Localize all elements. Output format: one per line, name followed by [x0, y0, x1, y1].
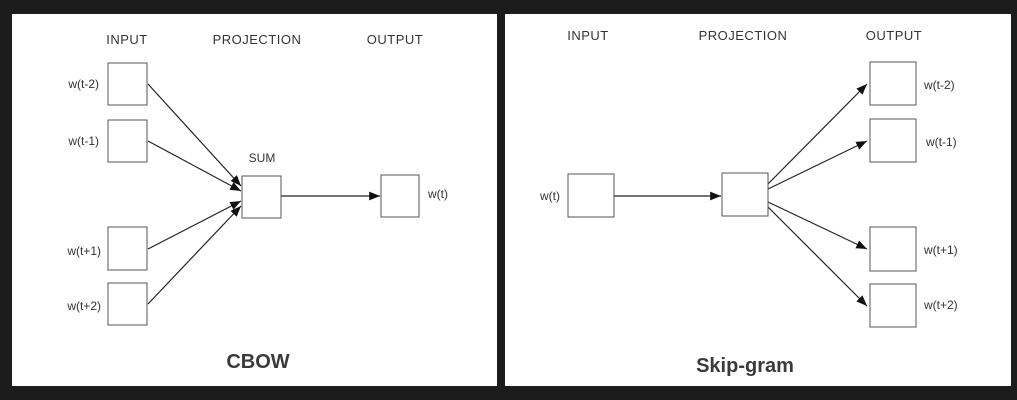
skipgram-diagram: INPUT PROJECTION OUTPUT w(t) w(t-2) w(t-…	[539, 28, 958, 377]
cbow-panel: INPUT PROJECTION OUTPUT w(t-2) w(t-1) w(…	[12, 14, 497, 386]
cbow-header-projection: PROJECTION	[213, 32, 302, 47]
cbow-input-label-3: w(t+1)	[66, 244, 101, 258]
skipgram-edge-output-1	[767, 83, 868, 185]
cbow-diagram: INPUT PROJECTION OUTPUT w(t-2) w(t-1) w(…	[66, 32, 448, 373]
skipgram-edge-output-3	[767, 201, 868, 250]
cbow-input-box-3	[107, 226, 148, 271]
cbow-input-box-1	[107, 62, 148, 106]
cbow-projection-label: SUM	[249, 151, 276, 165]
skipgram-input-box	[567, 173, 615, 218]
cbow-header-output: OUTPUT	[367, 32, 423, 47]
skipgram-title: Skip-gram	[696, 355, 794, 377]
cbow-input-box-4	[107, 282, 148, 326]
skipgram-output-box-1	[869, 61, 917, 106]
cbow-edge-input-2	[147, 140, 242, 192]
cbow-input-box-2	[107, 119, 148, 163]
skipgram-edge-output-4	[767, 206, 868, 307]
skipgram-input-label: w(t)	[539, 189, 560, 203]
skipgram-output-label-1: w(t-2)	[923, 78, 955, 92]
cbow-input-label-4: w(t+2)	[66, 299, 101, 313]
skipgram-output-box-2	[869, 118, 917, 163]
skipgram-output-label-2: w(t-1)	[925, 135, 957, 149]
cbow-title: CBOW	[226, 351, 289, 373]
skipgram-header-input: INPUT	[567, 28, 609, 43]
cbow-edge-input-4	[147, 205, 242, 305]
skipgram-panel: INPUT PROJECTION OUTPUT w(t) w(t-2) w(t-…	[505, 14, 1011, 386]
cbow-output-label: w(t)	[427, 187, 448, 201]
skipgram-header-projection: PROJECTION	[699, 28, 788, 43]
skipgram-output-label-3: w(t+1)	[923, 243, 958, 257]
cbow-header-input: INPUT	[106, 32, 148, 47]
skipgram-projection-box	[721, 172, 769, 217]
cbow-input-label-2: w(t-1)	[67, 134, 99, 148]
skipgram-output-box-4	[869, 283, 917, 328]
cbow-output-box	[380, 174, 420, 218]
skipgram-output-box-3	[869, 226, 917, 272]
cbow-projection-box	[241, 175, 282, 219]
skipgram-output-label-4: w(t+2)	[923, 298, 958, 312]
cbow-edge-input-3	[147, 200, 242, 250]
cbow-input-label-1: w(t-2)	[67, 77, 99, 91]
skipgram-edge-output-2	[767, 140, 868, 190]
cbow-edge-input-1	[147, 83, 242, 187]
skipgram-header-output: OUTPUT	[866, 28, 922, 43]
